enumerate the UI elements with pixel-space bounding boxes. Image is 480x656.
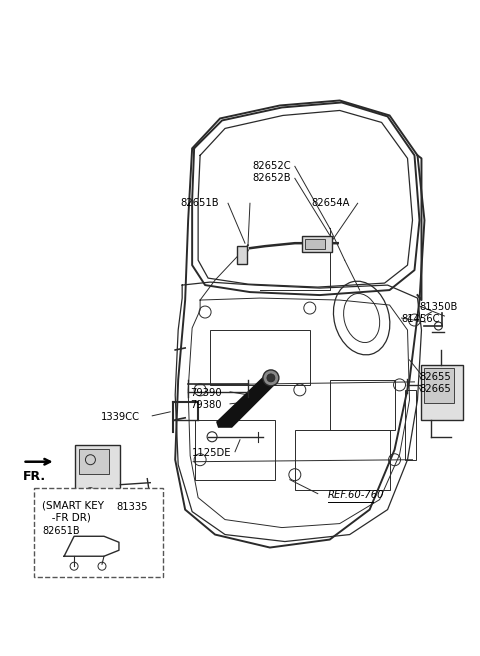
Bar: [330, 380, 395, 430]
Bar: [295, 430, 390, 489]
Text: 1339CC: 1339CC: [100, 412, 139, 422]
Bar: [424, 368, 455, 403]
Bar: [421, 365, 463, 420]
Text: 82655: 82655: [420, 372, 451, 382]
Bar: [210, 330, 310, 385]
PathPatch shape: [175, 100, 424, 548]
Text: REF.60-760: REF.60-760: [328, 489, 384, 500]
Text: -FR DR): -FR DR): [42, 512, 91, 522]
Text: (SMART KEY: (SMART KEY: [42, 501, 104, 510]
Bar: [80, 449, 109, 474]
Text: 82652C: 82652C: [252, 161, 290, 171]
Bar: [75, 445, 120, 506]
Text: 82665: 82665: [420, 384, 451, 394]
Text: 82651B: 82651B: [42, 526, 80, 537]
Text: 82651B: 82651B: [180, 198, 219, 208]
Text: 79390: 79390: [190, 388, 222, 398]
Bar: [237, 246, 247, 264]
Text: FR.: FR.: [23, 470, 46, 483]
Text: 81350B: 81350B: [420, 302, 458, 312]
Text: 1125DE: 1125DE: [192, 448, 232, 458]
Text: 81456C: 81456C: [402, 314, 440, 324]
Bar: [195, 420, 275, 480]
Bar: [305, 239, 325, 249]
Text: 82654A: 82654A: [312, 198, 350, 208]
Text: 79380: 79380: [190, 400, 222, 410]
Text: 82652B: 82652B: [252, 173, 290, 183]
Bar: [34, 488, 163, 577]
Text: 81335: 81335: [116, 502, 148, 512]
Polygon shape: [216, 372, 275, 428]
Bar: [302, 236, 332, 252]
Bar: [405, 390, 417, 460]
Circle shape: [267, 374, 275, 382]
Circle shape: [263, 370, 279, 386]
